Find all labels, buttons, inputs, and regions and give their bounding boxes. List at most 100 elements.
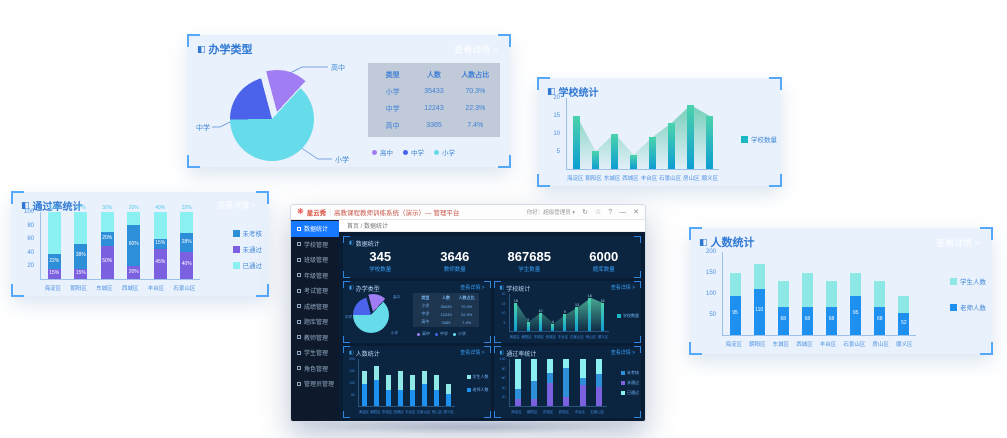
bar-segment: 60% xyxy=(127,225,141,266)
ground-shadow xyxy=(318,420,618,434)
view-detail-link[interactable]: 查看详情 > xyxy=(460,285,485,291)
view-detail-link[interactable]: 查看详情 > xyxy=(217,201,256,210)
favorite-icon[interactable]: ☆ xyxy=(594,208,602,216)
x-axis-labels: 海淀区 朝阳区 东城区 西城区 丰台区 石景山区 房山区 顺义区 xyxy=(358,410,454,414)
corner-bracket xyxy=(689,227,702,240)
bar-segment xyxy=(595,374,602,388)
table-row: 小学 35433 70.3% xyxy=(385,88,486,96)
plot-area: 15 5 10 4 9 13 18 15 xyxy=(508,294,610,332)
sidebar-item[interactable]: 角色管理 xyxy=(291,361,339,377)
stacked-bar xyxy=(362,359,368,406)
stat-value: 345 xyxy=(369,248,392,264)
school-type-legend: 高中 中学 小学 xyxy=(372,147,455,157)
bar: 18 xyxy=(588,294,592,331)
area-series xyxy=(576,105,710,169)
legend-item: 老师人数 xyxy=(950,302,986,312)
y-axis: 200 150 100 50 xyxy=(705,249,716,318)
dash-panel-title: ◧ 人数统计 xyxy=(349,350,380,359)
view-detail-link[interactable]: 查看详情 > xyxy=(454,45,498,55)
bar-segment xyxy=(434,375,440,391)
stacked-bar: 52 xyxy=(898,252,910,335)
corner-bracket xyxy=(187,155,200,168)
legend-item: 学校数量 xyxy=(741,134,777,144)
panel-pass-rate: ◧ 通过率统计 查看详情 > 100 80 60 40 20 15% 22% 63% 15% 3… xyxy=(11,191,269,297)
bar-segment xyxy=(563,359,570,369)
view-detail-link[interactable]: 查看详情 > xyxy=(610,350,635,356)
stacked-bar: 20% 60% 20% xyxy=(127,205,141,279)
stat-item: 6000 题库数量 xyxy=(567,245,642,276)
legend-item: 小学 xyxy=(434,147,455,157)
stacked-bar: 68 xyxy=(777,252,789,335)
bar-segment: 45% xyxy=(153,248,167,279)
stacked-bar: 95 xyxy=(729,252,741,335)
stacked-bar xyxy=(530,359,537,406)
bar-segment xyxy=(434,390,440,406)
stat-label: 题库数量 xyxy=(592,266,615,273)
bar-segment xyxy=(180,212,194,234)
stacked-bar xyxy=(563,359,570,406)
bar-series: 15 5 10 4 9 13 18 15 xyxy=(510,294,610,331)
panel-title-text: 办学类型 xyxy=(208,44,253,56)
bar-segment xyxy=(153,212,167,239)
stat-value: 867685 xyxy=(507,248,551,264)
mini-pie-label: 中学 xyxy=(345,315,352,319)
bar-segment: 15% xyxy=(47,268,61,279)
menu-icon xyxy=(297,350,301,355)
sidebar-item[interactable]: 学校管理 xyxy=(291,237,339,253)
mini-pie-slice-gaozhong xyxy=(355,294,391,330)
help-icon[interactable]: ? xyxy=(608,208,613,216)
legend-item: 老师人数 xyxy=(466,387,489,393)
sidebar-item[interactable]: 题库管理 xyxy=(291,314,339,330)
bar: 13 xyxy=(575,294,579,331)
sidebar-item[interactable]: 教师管理 xyxy=(291,330,339,346)
bar-segment xyxy=(530,381,537,399)
stacked-bar xyxy=(547,359,554,406)
bar-segment xyxy=(595,387,602,406)
stacked-bar xyxy=(374,359,380,406)
sidebar-item[interactable]: 管理员管理 xyxy=(291,376,339,392)
sidebar-item[interactable]: 学生管理 xyxy=(291,345,339,361)
sidebar-item[interactable]: 数据统计 xyxy=(291,221,339,237)
bar-segment: 68 xyxy=(801,306,813,335)
app-logo-text: 星云秀 xyxy=(306,210,327,217)
stat-item: 867685 学生数量 xyxy=(492,245,567,276)
corner-bracket xyxy=(769,174,782,187)
chart-icon: ◧ xyxy=(21,200,30,210)
breadcrumb[interactable]: 首页 / 数据统计 xyxy=(339,220,645,232)
view-detail-link[interactable]: 查看详情 > xyxy=(610,285,635,291)
bar-segment xyxy=(514,359,521,389)
sidebar-item[interactable]: 成绩管理 xyxy=(291,299,339,315)
bar-segment: 95 xyxy=(729,295,741,335)
dash-panel-people-stats: ◧ 人数统计 查看详情 > 200 150 100 50 海淀区 朝阳区 东城区 西城区 丰台区… xyxy=(343,346,491,418)
view-detail-link[interactable]: 查看详情 > xyxy=(936,238,980,248)
bar: 9 xyxy=(563,294,567,331)
bar-segment xyxy=(398,370,404,391)
bar-top-label: 40% xyxy=(155,205,166,211)
panel-title-text: 人数统计 xyxy=(710,237,755,249)
user-greeting[interactable]: 你好：超级管理员 ▾ xyxy=(526,210,576,216)
sidebar-item[interactable]: 班级管理 xyxy=(291,252,339,268)
chart-icon: ◧ xyxy=(547,86,556,96)
bar-segment: 95 xyxy=(850,295,862,335)
bar: 15 xyxy=(706,98,713,169)
close-icon[interactable]: ✕ xyxy=(633,208,639,216)
bar-series xyxy=(510,359,608,406)
bar-segment xyxy=(547,359,554,374)
sidebar-item[interactable]: 年级管理 xyxy=(291,268,339,284)
refresh-icon[interactable]: ↻ xyxy=(582,208,588,216)
panel-title-text: 通过率统计 xyxy=(32,202,83,213)
corner-bracket xyxy=(11,191,24,204)
view-detail-link[interactable]: 查看详情 > xyxy=(460,350,485,356)
minimize-icon[interactable]: — xyxy=(619,208,627,216)
mini-people-stats-legend: 学生人数 老师人数 xyxy=(466,374,489,393)
bar-top-label: 47% xyxy=(75,205,86,211)
bar: 13 xyxy=(668,98,675,169)
sidebar-item[interactable]: 考试管理 xyxy=(291,283,339,299)
bar-segment xyxy=(410,375,416,391)
menu-icon xyxy=(297,242,301,247)
dash-panel-school-type: ◧ 办学类型 查看详情 > 高中 中学 小学 类型 人数 人数占比 小学 35433 70.… xyxy=(343,281,491,343)
panel-school-type: ◧ 办学类型 查看详情 > 高中 中学 小学 类型 人数 人数占比 小学 35433 70… xyxy=(187,34,511,168)
legend-item: 未通过 xyxy=(232,244,262,254)
dash-panel-title: ◧ 数据统计 xyxy=(349,240,380,249)
